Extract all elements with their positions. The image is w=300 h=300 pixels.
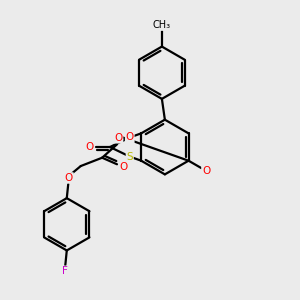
Text: O: O <box>202 166 210 176</box>
Text: S: S <box>126 152 133 162</box>
Text: F: F <box>62 266 68 276</box>
Text: CH₃: CH₃ <box>153 20 171 30</box>
Text: O: O <box>119 162 128 172</box>
Text: O: O <box>65 173 73 183</box>
Text: O: O <box>85 142 93 152</box>
Text: O: O <box>126 133 134 142</box>
Text: O: O <box>114 133 123 143</box>
